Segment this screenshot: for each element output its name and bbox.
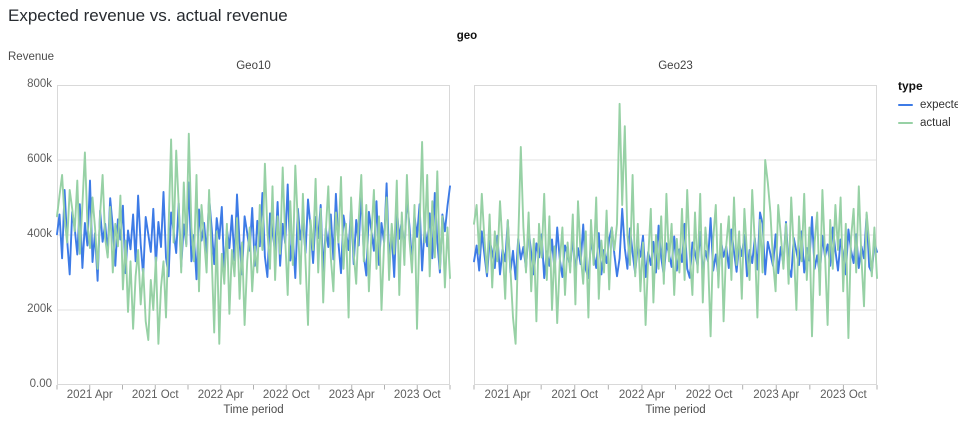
y-tick-label: 0.00 (29, 378, 52, 390)
legend-label: actual (920, 117, 951, 129)
legend-item-expected: expected (898, 99, 958, 111)
x-tick-label: 2022 Apr (197, 389, 244, 401)
x-tick-label: 2023 Oct (820, 389, 867, 401)
legend-items: expected actual (898, 99, 958, 129)
x-tick-label: 2021 Apr (66, 389, 113, 401)
legend-title: type (898, 79, 923, 93)
x-axis-title: Time period (645, 404, 706, 416)
plot-border (474, 85, 877, 385)
x-tick-label: 2023 Apr (753, 389, 800, 401)
legend-label: expected (920, 99, 958, 111)
actual-swatch-icon (898, 121, 913, 125)
legend-item-actual: actual (898, 117, 958, 129)
x-tick-label: 2023 Oct (393, 389, 441, 401)
plot-area (473, 85, 878, 390)
facet-geo10: Geo10 2021 Apr 2021 Oct 2022 Apr 2022 Oct 20… (56, 60, 451, 424)
actual-line (473, 102, 878, 345)
x-axis-title: Time period (223, 404, 284, 416)
expected-swatch-icon (898, 103, 913, 107)
y-tick-label: 400k (27, 228, 52, 240)
y-tick-label: 200k (27, 303, 52, 315)
x-tick-label: 2022 Oct (685, 389, 733, 401)
facet-title: Geo10 (236, 60, 271, 72)
x-axis-tick-labels: 2021 Apr 2021 Oct 2022 Apr 2022 Oct 2023 Apr… (57, 389, 450, 403)
y-tick-label: 800k (27, 78, 52, 90)
x-tick-label: 2022 Oct (262, 389, 310, 401)
facet-title: Geo23 (658, 60, 693, 72)
x-axis-tick-labels: 2021 Apr 2021 Oct 2022 Apr 2022 Oct 2023 Apr… (474, 389, 877, 403)
facet-field-label: geo (456, 30, 478, 42)
x-tick-label: 2023 Apr (328, 389, 375, 401)
legend: type expected actual (898, 79, 958, 135)
x-tick-label: 2022 Apr (618, 389, 665, 401)
y-axis-tick-labels: 0.00 200k 400k 600k 800k (0, 0, 52, 424)
x-tick-label: 2021 Apr (484, 389, 531, 401)
facet-geo23: Geo23 2021 Apr 2021 Oct 2022 Apr 2022 Oct 20… (473, 60, 878, 424)
actual-line (56, 132, 451, 345)
y-axis-title: Revenue (8, 51, 55, 63)
x-tick-label: 2021 Oct (551, 389, 599, 401)
x-tick-label: 2021 Oct (131, 389, 179, 401)
y-tick-label: 600k (27, 153, 52, 165)
plot-area (56, 85, 451, 390)
chart-title: Expected revenue vs. actual revenue (8, 6, 288, 25)
